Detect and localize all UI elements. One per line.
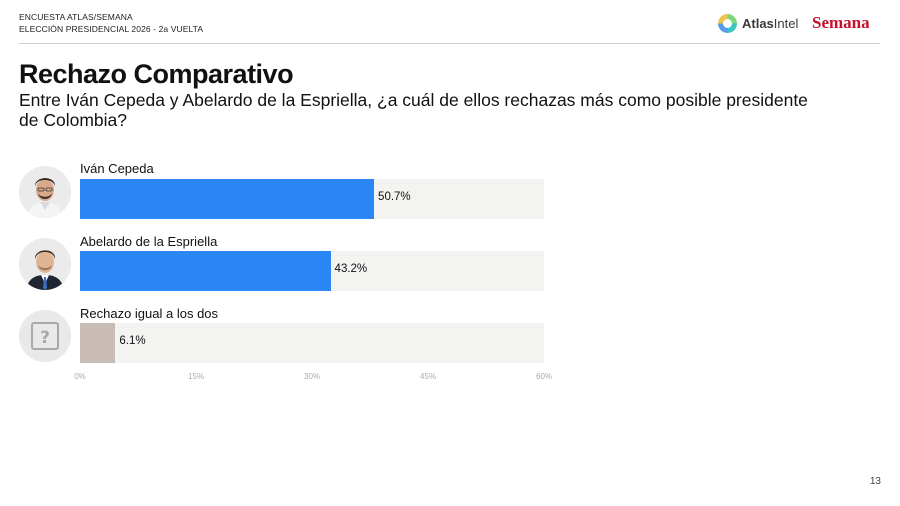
bar-label: Rechazo igual a los dos [80,306,219,321]
chart-row-cepeda: Iván Cepeda 50.7% [0,161,900,223]
x-axis: 0% 15% 30% 45% 60% [0,372,900,388]
survey-subtitle: ELECCIÓN PRESIDENCIAL 2026 - 2a VUELTA [19,24,204,34]
question-text: Entre Iván Cepeda y Abelardo de la Espri… [19,90,808,130]
survey-name: ENCUESTA ATLAS/SEMANA [19,12,133,22]
question-mark-icon: ? [19,310,71,362]
bar-value-label: 50.7% [378,191,411,203]
bar-track: 43.2% [80,251,544,291]
survey-header: ENCUESTA ATLAS/SEMANA ELECCIÓN PRESIDENC… [19,11,203,35]
bar [80,179,375,219]
atlasintel-mark-icon [718,13,737,33]
svg-text:?: ? [40,328,50,348]
bar-label: Abelardo de la Espriella [80,234,218,249]
placeholder-avatar: ? [19,310,71,362]
atlasintel-wordmark-light: Intel [773,15,799,31]
person-avatar-icon [19,238,71,290]
x-tick-label: 15% [187,372,205,381]
semana-logo: Semana [812,13,870,32]
atlasintel-wordmark: AtlasIntel [742,16,798,31]
candidate-photo-cepeda [19,166,71,218]
atlasintel-logo: AtlasIntel [718,11,798,35]
page-title: Rechazo Comparativo [19,59,294,89]
header-divider [19,43,880,44]
x-tick-label: 60% [535,372,553,381]
x-tick-label: 30% [303,372,321,381]
candidate-photo-espriella [19,238,71,290]
chart-row-ambos: ? Rechazo igual a los dos 6.1% [0,306,900,368]
x-tick-label: 45% [419,372,437,381]
bar-track: 6.1% [80,323,544,363]
bar-track: 50.7% [80,179,544,219]
bar-label: Iván Cepeda [80,161,154,176]
x-tick-label: 0% [74,372,86,381]
bar-value-label: 43.2% [334,263,368,275]
atlasintel-wordmark-bold: Atlas [742,15,774,31]
bar [80,323,116,363]
bar [80,251,331,291]
bar-value-label: 6.1% [119,335,146,347]
chart-row-espriella: Abelardo de la Espriella 43.2% [0,234,900,296]
person-avatar-icon [19,166,71,218]
page-number: 13 [869,476,881,487]
